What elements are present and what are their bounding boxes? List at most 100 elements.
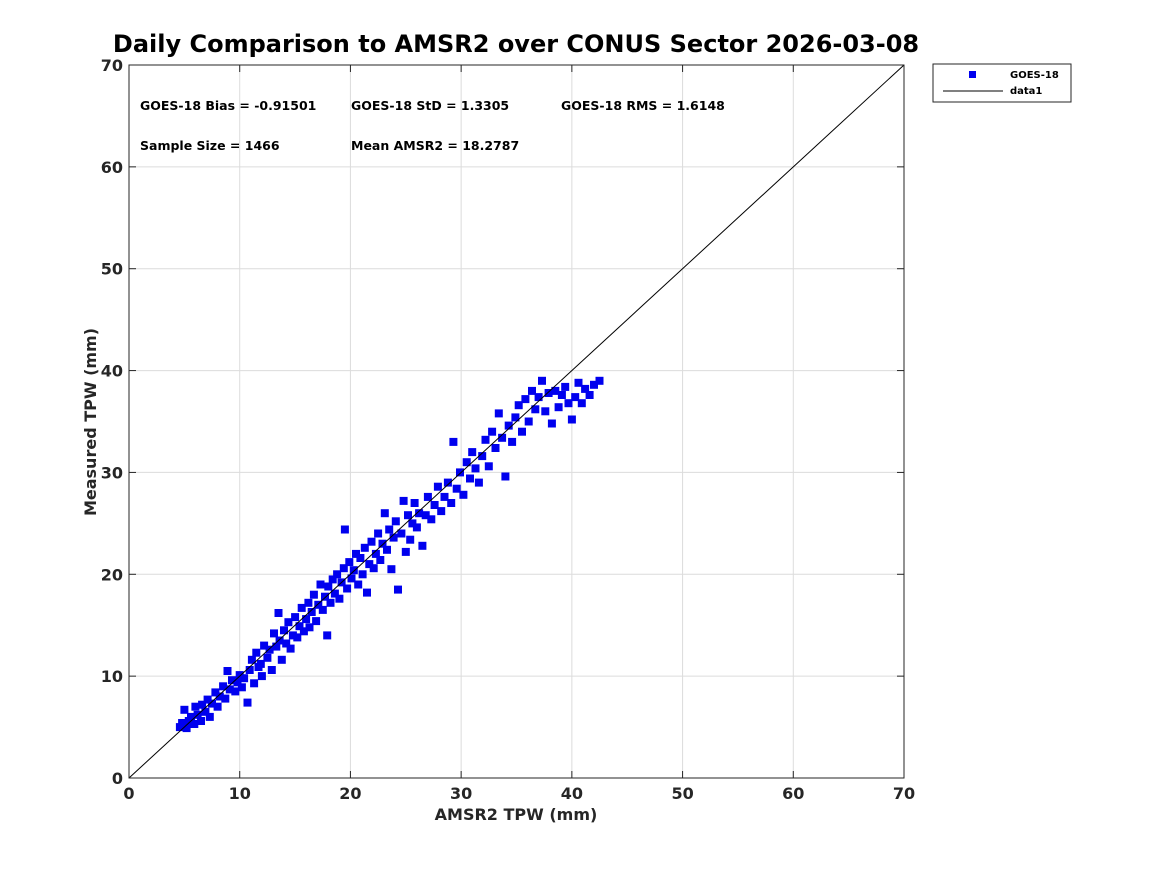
x-tick-label: 10 (229, 784, 251, 803)
scatter-point (501, 472, 510, 481)
scatter-point (205, 712, 214, 721)
scatter-point (333, 570, 342, 579)
scatter-point (554, 403, 563, 412)
scatter-point (376, 556, 385, 564)
scatter-point (410, 499, 419, 507)
scatter-point (235, 671, 244, 680)
scatter-point (447, 499, 456, 507)
scatter-point (415, 509, 424, 518)
y-tick-label: 40 (101, 362, 123, 381)
scatter-point (511, 413, 520, 422)
scatter-point (514, 401, 523, 410)
scatter-point (564, 399, 573, 408)
scatter-point (272, 642, 281, 651)
scatter-point (352, 549, 360, 558)
scatter-point (581, 384, 590, 393)
scatter-point (293, 633, 302, 642)
scatter-point (383, 545, 391, 554)
legend-label-data1: data1 (1010, 86, 1042, 97)
scatter-point (288, 631, 297, 640)
scatter-point (541, 407, 550, 416)
legend-marker-goes-18 (969, 71, 976, 78)
scatter-point (369, 564, 378, 573)
series-layer (128, 64, 905, 779)
scatter-point (440, 492, 449, 501)
x-tick-label: 0 (123, 784, 134, 803)
scatter-point (430, 501, 439, 509)
scatter-point (459, 490, 468, 499)
sample-size-annotation: Sample Size = 1466 (140, 138, 280, 153)
scatter-point (538, 376, 546, 385)
scatter-point (358, 570, 367, 579)
scatter-point (182, 724, 191, 733)
scatter-point (404, 511, 412, 520)
series-goes-18-points (175, 376, 604, 733)
scatter-point (585, 391, 594, 399)
scatter-point (347, 574, 356, 583)
scatter-point (277, 655, 286, 664)
scatter-point (219, 682, 228, 691)
legend-label-goes-18: GOES-18 (1010, 70, 1059, 81)
scatter-point (282, 639, 291, 648)
scatter-point (201, 707, 210, 716)
scatter-point (374, 529, 383, 538)
axis-ticks: 0 10 20 30 40 50 60 70 0 10 20 30 40 50 60 70 (101, 56, 915, 803)
scatter-point (304, 598, 313, 607)
scatter-point (449, 437, 458, 446)
scatter-point (221, 694, 230, 703)
scatter-point (324, 582, 333, 591)
scatter-point (478, 452, 487, 461)
scatter-point (223, 667, 232, 675)
x-axis-label: AMSR2 TPW (mm) (435, 805, 598, 824)
scatter-point (191, 702, 200, 711)
scatter-point (590, 380, 598, 389)
scatter-point (330, 589, 339, 598)
scatter-point (524, 417, 533, 426)
scatter-point (286, 644, 295, 653)
scatter-point (577, 399, 586, 408)
rms-annotation: GOES-18 RMS = 1.6148 (561, 98, 725, 113)
scatter-point (250, 679, 259, 688)
scatter-point (316, 580, 325, 589)
scatter-point (213, 702, 222, 711)
scatter-point (574, 378, 583, 387)
scatter-point (299, 627, 308, 636)
y-tick-label: 70 (101, 56, 123, 75)
y-tick-label: 10 (101, 667, 123, 686)
scatter-point (328, 575, 337, 584)
scatter-point (481, 435, 490, 444)
scatter-point (257, 672, 266, 681)
scatter-point (551, 386, 560, 395)
scatter-point (547, 419, 556, 428)
scatter-point (397, 529, 406, 538)
scatter-point (215, 692, 224, 701)
scatter-point (340, 525, 349, 534)
scatter-point (504, 421, 513, 430)
scatter-point (391, 517, 400, 526)
scatter-point (365, 560, 374, 569)
scatter-point (349, 566, 358, 575)
scatter-point (389, 533, 398, 542)
scatter-point (518, 427, 526, 436)
scatter-point (356, 554, 365, 562)
legend: GOES-18 data1 (932, 63, 1072, 103)
scatter-point (387, 565, 396, 574)
scatter-point (284, 618, 293, 627)
scatter-point (307, 608, 316, 616)
scatter-point (363, 588, 371, 597)
x-tick-label: 20 (339, 784, 361, 803)
scatter-point (305, 623, 314, 632)
x-tick-label: 40 (561, 784, 583, 803)
scatter-point (380, 509, 389, 518)
y-tick-label: 30 (101, 463, 123, 482)
scatter-point (452, 484, 461, 493)
scatter-point (318, 605, 327, 614)
bias-annotation: GOES-18 Bias = -0.91501 (140, 98, 316, 113)
scatter-point (240, 674, 249, 683)
scatter-point (567, 415, 576, 424)
scatter-point (339, 564, 348, 573)
scatter-point (197, 717, 205, 725)
scatter-point (491, 444, 500, 452)
scatter-point (302, 615, 311, 624)
scatter-point (471, 464, 480, 473)
